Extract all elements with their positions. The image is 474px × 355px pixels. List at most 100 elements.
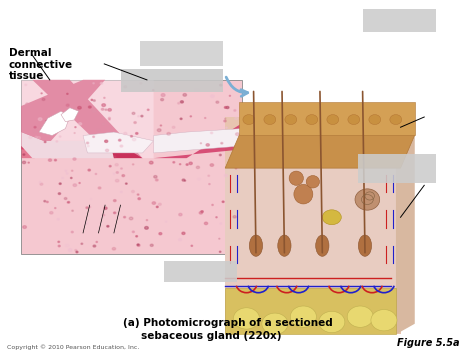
Circle shape (108, 109, 111, 111)
Circle shape (210, 132, 213, 134)
Circle shape (234, 110, 236, 111)
Ellipse shape (327, 115, 339, 125)
Circle shape (158, 203, 161, 206)
Circle shape (235, 145, 237, 147)
Circle shape (93, 136, 94, 137)
Ellipse shape (358, 235, 372, 256)
Circle shape (204, 222, 208, 225)
Bar (363, 9, 436, 32)
Circle shape (179, 239, 182, 241)
Circle shape (165, 221, 167, 222)
Polygon shape (239, 102, 415, 135)
Circle shape (103, 214, 105, 216)
Circle shape (167, 132, 171, 135)
Polygon shape (225, 168, 396, 334)
Circle shape (23, 154, 25, 155)
Bar (21, 80, 242, 254)
Circle shape (102, 124, 104, 125)
Circle shape (186, 164, 188, 165)
Ellipse shape (285, 115, 297, 125)
Circle shape (44, 201, 46, 202)
Circle shape (132, 138, 136, 141)
Circle shape (115, 179, 119, 182)
Circle shape (67, 202, 68, 203)
Circle shape (73, 158, 76, 160)
Ellipse shape (347, 306, 374, 327)
Circle shape (155, 179, 158, 181)
Bar (164, 261, 237, 282)
Circle shape (216, 217, 217, 218)
Circle shape (137, 194, 139, 195)
Polygon shape (225, 135, 415, 168)
Circle shape (134, 122, 137, 124)
Circle shape (78, 106, 81, 109)
Text: Figure 5.5a: Figure 5.5a (397, 338, 460, 348)
Circle shape (224, 120, 226, 122)
Circle shape (132, 231, 134, 233)
Circle shape (221, 142, 223, 144)
Circle shape (58, 193, 61, 195)
Circle shape (156, 206, 158, 208)
Circle shape (105, 109, 107, 110)
Circle shape (86, 142, 89, 144)
Circle shape (29, 136, 32, 138)
Circle shape (66, 173, 68, 174)
Circle shape (34, 126, 36, 128)
Ellipse shape (371, 310, 397, 331)
Ellipse shape (316, 235, 329, 256)
Circle shape (22, 161, 26, 164)
Circle shape (59, 136, 61, 137)
Text: Dermal
connective
tissue: Dermal connective tissue (9, 48, 73, 81)
Circle shape (95, 174, 97, 175)
Circle shape (220, 223, 222, 224)
Polygon shape (83, 132, 154, 153)
Circle shape (236, 133, 239, 136)
Circle shape (132, 164, 134, 165)
Circle shape (41, 93, 42, 94)
Ellipse shape (306, 115, 318, 125)
Circle shape (145, 226, 148, 229)
Ellipse shape (306, 175, 319, 188)
Circle shape (87, 145, 89, 147)
Text: (a) Photomicrograph of a sectioned: (a) Photomicrograph of a sectioned (123, 318, 333, 328)
Circle shape (44, 141, 46, 143)
Circle shape (161, 94, 165, 97)
Circle shape (129, 217, 133, 220)
Circle shape (67, 93, 68, 94)
Circle shape (71, 178, 72, 179)
Polygon shape (225, 168, 396, 288)
Circle shape (37, 137, 40, 139)
Circle shape (68, 249, 72, 251)
Circle shape (60, 116, 62, 117)
Circle shape (191, 245, 192, 246)
Circle shape (90, 207, 91, 208)
Ellipse shape (264, 115, 276, 125)
Ellipse shape (294, 185, 313, 204)
Circle shape (116, 171, 118, 173)
Ellipse shape (369, 115, 381, 125)
Circle shape (92, 110, 95, 112)
Circle shape (93, 83, 94, 84)
Circle shape (91, 99, 92, 100)
Circle shape (147, 109, 149, 110)
Circle shape (79, 182, 80, 184)
Circle shape (225, 118, 226, 119)
Circle shape (35, 136, 37, 138)
Circle shape (219, 238, 220, 239)
Polygon shape (61, 108, 79, 122)
Polygon shape (154, 129, 242, 153)
Circle shape (235, 168, 237, 169)
Ellipse shape (319, 311, 345, 333)
Ellipse shape (262, 313, 288, 334)
Circle shape (233, 215, 236, 218)
Circle shape (180, 118, 182, 120)
Circle shape (68, 112, 71, 115)
Circle shape (56, 141, 58, 142)
Circle shape (85, 222, 88, 224)
Circle shape (199, 212, 202, 214)
Polygon shape (154, 124, 242, 158)
Circle shape (154, 176, 157, 178)
Circle shape (173, 162, 175, 163)
Circle shape (63, 113, 64, 115)
Circle shape (131, 190, 135, 193)
